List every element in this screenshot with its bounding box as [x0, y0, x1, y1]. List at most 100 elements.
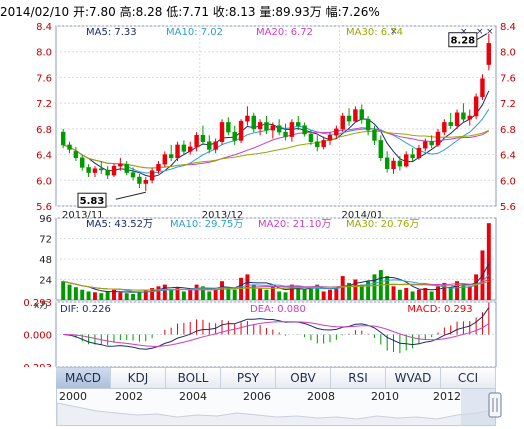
candle-body — [105, 169, 110, 176]
volume-bar — [226, 287, 231, 300]
candle-body — [213, 141, 218, 150]
volume-bar — [232, 289, 237, 300]
candle-body — [80, 157, 85, 168]
candle-body — [486, 43, 492, 65]
volume-bar — [302, 289, 307, 300]
candle-body — [251, 115, 256, 130]
candle-body — [435, 131, 441, 146]
volume-bar — [283, 292, 288, 300]
signal-marker-icon: × — [460, 27, 468, 37]
candle-body — [270, 125, 276, 131]
price-tick-label-right: 6.8 — [500, 125, 516, 136]
macd-tick-label: -0.293 — [20, 363, 52, 367]
candle-body — [283, 131, 288, 137]
volume-bar — [92, 292, 97, 300]
volume-bar — [442, 282, 447, 300]
candle-body — [200, 135, 206, 142]
volume-tick-label: 24 — [39, 276, 52, 287]
volume-bar — [328, 289, 332, 300]
volume-bar — [270, 286, 275, 300]
indicator-tabs: MACD KDJ BOLL PSY OBV RSI WVAD CCI — [56, 367, 496, 389]
volume-bar — [366, 281, 371, 300]
ma5-line — [63, 90, 490, 178]
dif-line — [63, 307, 490, 350]
macd-tick-label: 0.293 — [23, 298, 52, 309]
tab-kdj[interactable]: KDJ — [111, 368, 166, 388]
stock-chart[interactable]: 8.4 8.4 8.0 8.0 7.6 7.6 7.2 7.2 6.8 6.8 6.4 6.4 6.0 6… — [0, 22, 524, 367]
low-label: 低: — [166, 5, 183, 19]
volume-tick-label: 96 — [39, 214, 52, 225]
volume-bar — [112, 289, 116, 300]
volume-bar — [207, 291, 212, 300]
change-label: 幅: — [325, 5, 342, 19]
volume-bar — [461, 284, 466, 300]
volume-bar — [296, 288, 301, 300]
volume-bar — [188, 289, 193, 300]
candle-body — [124, 163, 129, 173]
volume-value: 89.93万 — [275, 5, 322, 19]
price-tick-label-right: 7.2 — [500, 99, 516, 110]
volume-tick-label: 72 — [39, 235, 52, 246]
tab-wvad[interactable]: WVAD — [386, 368, 441, 388]
volume-tick-label: 48 — [39, 255, 52, 266]
candle-body — [423, 141, 428, 149]
signal-marker-icon: × — [476, 27, 484, 37]
min-annotation-pointer — [115, 191, 146, 200]
timeline-year: 2012 — [433, 390, 461, 403]
volume-ma30-line — [63, 280, 489, 291]
price-panel-frame — [55, 25, 497, 207]
high-label: 高: — [119, 5, 136, 19]
x-axis-label: 2014/01 — [342, 210, 384, 221]
min-price-label: 5.83 — [80, 196, 105, 207]
price-tick-label-left: 8.4 — [36, 22, 52, 33]
candle-body — [194, 135, 199, 148]
tab-boll[interactable]: BOLL — [166, 368, 221, 388]
volume-label: 量: — [259, 5, 276, 19]
candle-body — [99, 168, 104, 171]
price-legend-ma20: MA20: 6.72 — [256, 27, 313, 38]
candle-body — [448, 122, 453, 126]
volume-bar — [455, 281, 460, 300]
open-label: 开: — [73, 5, 90, 19]
volume-bar — [80, 289, 85, 300]
candle-body — [315, 141, 320, 148]
volume-legend-ma10: MA10: 29.75万 — [170, 219, 243, 230]
volume-bar — [118, 292, 123, 300]
candle-body — [60, 131, 66, 146]
price-legend-ma5: MA5: 7.33 — [86, 27, 137, 38]
candle-body — [308, 133, 314, 142]
price-legend-ma30: MA30: 6.74 — [346, 27, 403, 38]
volume-bar — [321, 291, 326, 300]
open-value: 7.80 — [89, 5, 116, 19]
max-annotation-pointer — [476, 33, 488, 41]
x-axis-label: 2013/11 — [62, 210, 104, 221]
tab-obv[interactable]: OBV — [276, 368, 331, 388]
tab-cci[interactable]: CCI — [441, 368, 496, 388]
volume-bar — [194, 284, 199, 300]
candle-body — [302, 125, 307, 135]
candle-body — [480, 78, 485, 97]
timeline-navigator[interactable]: 2000 2002 2004 2006 2008 2010 2012 — [56, 388, 496, 426]
volume-bar — [474, 274, 479, 300]
volume-bar — [200, 286, 205, 300]
tab-psy[interactable]: PSY — [221, 368, 276, 388]
candle-body — [327, 135, 333, 141]
volume-bar — [175, 287, 180, 300]
candle-body — [391, 160, 396, 169]
volume-bar — [277, 291, 282, 300]
volume-bar — [169, 289, 174, 300]
volume-bar — [213, 289, 218, 300]
signal-marker-icon: × — [390, 27, 398, 37]
volume-bar — [124, 293, 129, 300]
max-price-label: 8.28 — [450, 36, 475, 47]
price-tick-label-right: 6.0 — [500, 176, 516, 187]
candle-body — [397, 160, 403, 167]
timeline-range-handle[interactable] — [488, 392, 502, 418]
volume-bar — [150, 288, 155, 300]
price-tick-label-left: 6.8 — [36, 125, 52, 136]
candle-body — [321, 140, 326, 148]
volume-legend-ma5: MA5: 43.52万 — [86, 219, 153, 230]
tab-macd[interactable]: MACD — [56, 368, 111, 388]
candle-body — [296, 122, 301, 126]
tab-rsi[interactable]: RSI — [331, 368, 386, 388]
